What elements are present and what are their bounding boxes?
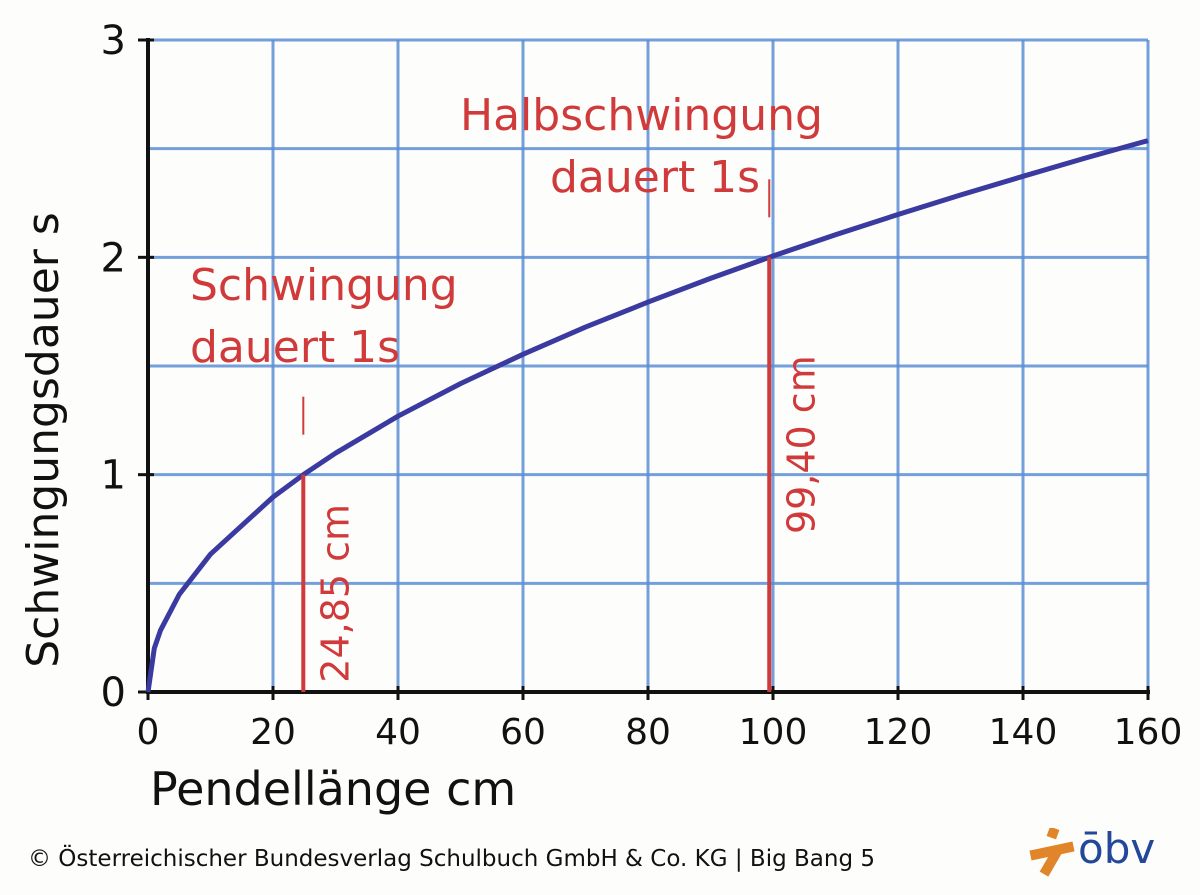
annotation-text: dauert 1s (550, 152, 760, 203)
x-tick-label: 100 (739, 712, 808, 753)
y-tick-label: 1 (101, 453, 126, 499)
y-tick-label: 2 (101, 235, 126, 281)
x-tick-label: 160 (1114, 712, 1183, 753)
x-tick-label: 80 (625, 712, 671, 753)
x-axis-label: Pendellänge cm (150, 762, 516, 816)
annotation-text: dauert 1s (190, 322, 400, 373)
x-tick-label: 140 (989, 712, 1058, 753)
annotation-text: Halbschwingung (460, 90, 823, 141)
x-tick-label: 20 (250, 712, 296, 753)
period-curve (145, 138, 1149, 693)
y-tick-label: 0 (101, 670, 126, 716)
logo-mark-icon (1029, 828, 1075, 877)
x-tick-label: 120 (864, 712, 933, 753)
annotation-value-label: 99,40 cm (779, 355, 823, 534)
annotation-value-label: 24,85 cm (313, 504, 357, 683)
x-tick-label: 40 (375, 712, 421, 753)
copyright-footer: © Österreichischer Bundesverlag Schulbuc… (28, 846, 876, 872)
obv-logo: ōbv (1028, 824, 1178, 878)
x-tick-label: 0 (137, 712, 160, 753)
annotation-text: Schwingung (190, 260, 458, 311)
y-tick-label: 3 (101, 18, 126, 64)
x-tick-label: 60 (500, 712, 546, 753)
y-axis-label: Schwingungsdauer s (18, 212, 69, 668)
logo-text: ōbv (1078, 824, 1156, 873)
